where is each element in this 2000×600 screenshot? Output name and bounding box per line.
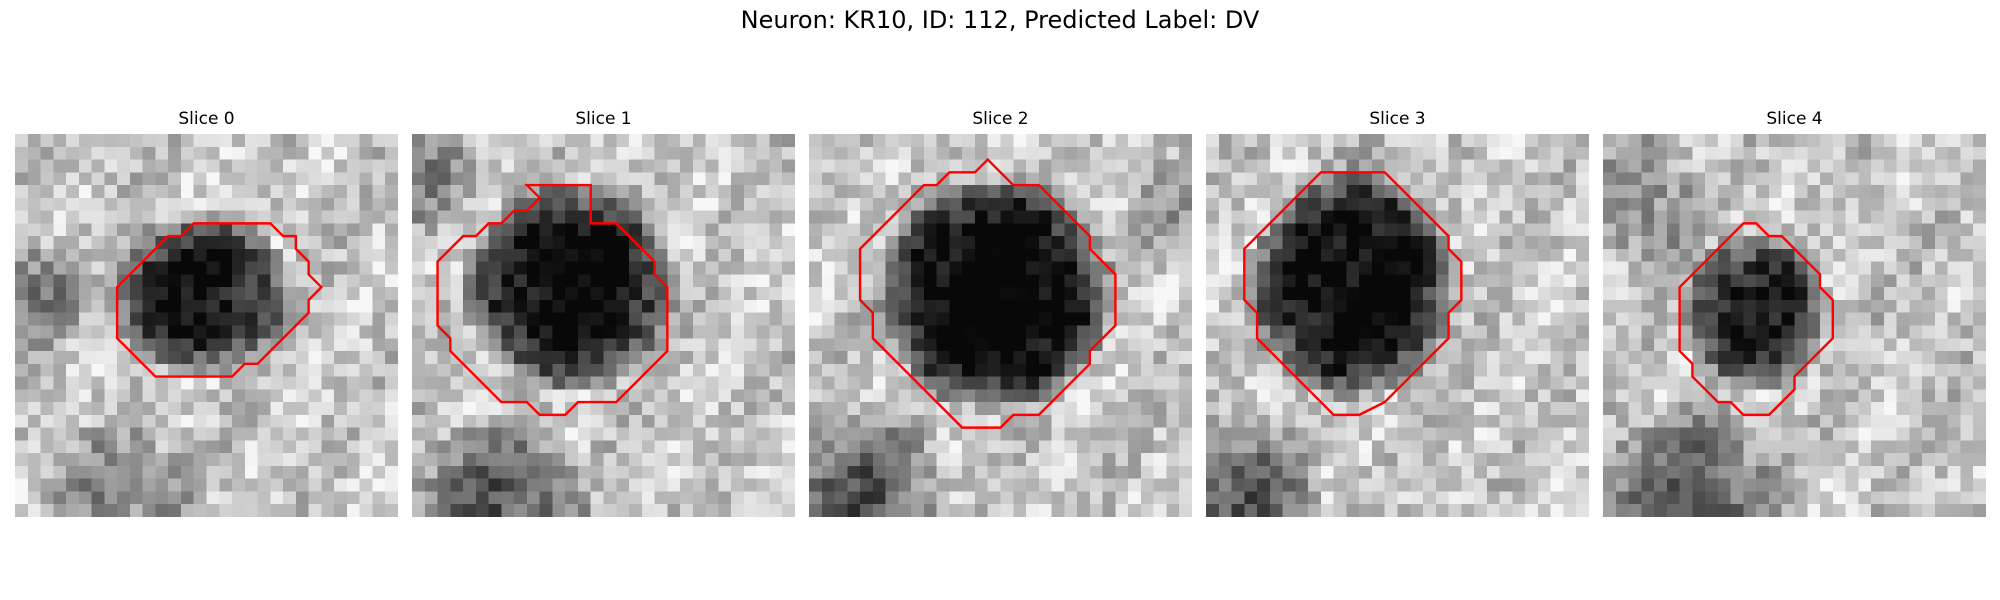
neuron-contour-overlay — [15, 134, 398, 517]
neuron-contour-overlay — [412, 134, 795, 517]
slice-image-0 — [15, 134, 398, 517]
contour-polygon — [1680, 223, 1833, 415]
panel-title-slice-1: Slice 1 — [575, 109, 632, 129]
neuron-contour-overlay — [1206, 134, 1589, 517]
panel-title-slice-0: Slice 0 — [178, 109, 235, 129]
grayscale-image — [1603, 134, 1986, 517]
contour-polygon — [860, 160, 1115, 428]
contour-polygon — [1244, 172, 1461, 415]
neuron-contour-overlay — [1603, 134, 1986, 517]
grayscale-image — [412, 134, 795, 517]
contour-polygon — [117, 223, 321, 376]
panel-title-slice-4: Slice 4 — [1766, 109, 1823, 129]
panel-title-slice-3: Slice 3 — [1369, 109, 1426, 129]
neuron-contour-overlay — [809, 134, 1192, 517]
slice-image-3 — [1206, 134, 1589, 517]
panel-title-slice-2: Slice 2 — [972, 109, 1029, 129]
slice-image-2 — [809, 134, 1192, 517]
slice-image-1 — [412, 134, 795, 517]
figure-title: Neuron: KR10, ID: 112, Predicted Label: … — [740, 6, 1260, 34]
slice-image-4 — [1603, 134, 1986, 517]
grayscale-image — [15, 134, 398, 517]
contour-polygon — [438, 185, 668, 415]
grayscale-image — [1206, 134, 1589, 517]
